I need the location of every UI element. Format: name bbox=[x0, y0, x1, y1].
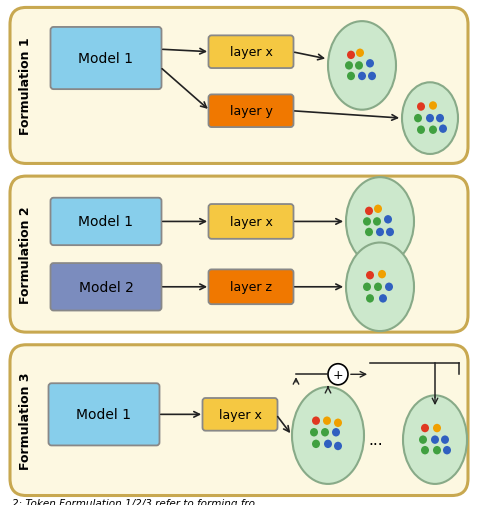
Circle shape bbox=[443, 446, 451, 454]
Circle shape bbox=[310, 428, 318, 437]
Circle shape bbox=[347, 73, 355, 81]
Circle shape bbox=[431, 435, 439, 444]
Circle shape bbox=[379, 294, 387, 303]
Circle shape bbox=[421, 424, 429, 432]
Text: layer z: layer z bbox=[230, 281, 272, 294]
Circle shape bbox=[373, 218, 381, 226]
Circle shape bbox=[334, 442, 342, 450]
Text: Formulation 3: Formulation 3 bbox=[20, 372, 33, 469]
Circle shape bbox=[356, 49, 364, 58]
Text: layer x: layer x bbox=[229, 46, 273, 59]
FancyBboxPatch shape bbox=[50, 28, 161, 90]
Ellipse shape bbox=[403, 395, 467, 484]
Circle shape bbox=[363, 283, 371, 291]
Text: Model 1: Model 1 bbox=[79, 52, 133, 66]
Circle shape bbox=[366, 271, 374, 280]
Circle shape bbox=[429, 102, 437, 111]
Circle shape bbox=[363, 218, 371, 226]
Ellipse shape bbox=[328, 22, 396, 111]
Circle shape bbox=[324, 440, 332, 448]
Circle shape bbox=[426, 115, 434, 123]
Circle shape bbox=[441, 435, 449, 444]
Circle shape bbox=[332, 428, 340, 437]
Circle shape bbox=[366, 60, 374, 68]
FancyBboxPatch shape bbox=[50, 264, 161, 311]
Text: Formulation 1: Formulation 1 bbox=[20, 37, 33, 135]
FancyBboxPatch shape bbox=[10, 9, 468, 164]
Text: layer x: layer x bbox=[229, 216, 273, 228]
Circle shape bbox=[374, 283, 382, 291]
Circle shape bbox=[334, 419, 342, 427]
Circle shape bbox=[355, 62, 363, 71]
Circle shape bbox=[323, 417, 331, 425]
Circle shape bbox=[417, 126, 425, 135]
Circle shape bbox=[384, 216, 392, 224]
Text: Model 1: Model 1 bbox=[76, 408, 132, 422]
Circle shape bbox=[378, 270, 386, 279]
Circle shape bbox=[345, 62, 353, 71]
Circle shape bbox=[385, 283, 393, 291]
Text: Formulation 2: Formulation 2 bbox=[20, 206, 33, 304]
Circle shape bbox=[365, 228, 373, 237]
Circle shape bbox=[429, 126, 437, 135]
Text: 2: Token Formulation 1/2/3 refer to forming fro...: 2: Token Formulation 1/2/3 refer to form… bbox=[12, 498, 265, 505]
Text: +: + bbox=[333, 368, 343, 381]
Text: layer x: layer x bbox=[218, 408, 262, 421]
Text: ...: ... bbox=[368, 432, 383, 447]
Circle shape bbox=[358, 73, 366, 81]
Circle shape bbox=[328, 364, 348, 385]
Circle shape bbox=[436, 115, 444, 123]
Circle shape bbox=[366, 294, 374, 303]
Circle shape bbox=[312, 417, 320, 425]
Circle shape bbox=[321, 428, 329, 437]
Circle shape bbox=[368, 73, 376, 81]
Circle shape bbox=[386, 228, 394, 237]
Circle shape bbox=[376, 228, 384, 237]
FancyBboxPatch shape bbox=[203, 398, 277, 431]
FancyBboxPatch shape bbox=[48, 383, 159, 445]
Circle shape bbox=[433, 424, 441, 432]
Circle shape bbox=[439, 125, 447, 134]
Circle shape bbox=[374, 205, 382, 214]
FancyBboxPatch shape bbox=[208, 270, 293, 305]
Ellipse shape bbox=[402, 83, 458, 155]
Circle shape bbox=[417, 103, 425, 112]
FancyBboxPatch shape bbox=[10, 177, 468, 332]
Ellipse shape bbox=[346, 178, 414, 266]
FancyBboxPatch shape bbox=[208, 95, 293, 128]
Circle shape bbox=[419, 435, 427, 444]
Circle shape bbox=[312, 440, 320, 448]
FancyBboxPatch shape bbox=[208, 205, 293, 239]
Circle shape bbox=[365, 207, 373, 216]
Circle shape bbox=[347, 52, 355, 60]
Circle shape bbox=[433, 446, 441, 454]
Text: Model 1: Model 1 bbox=[79, 215, 133, 229]
Ellipse shape bbox=[346, 243, 414, 331]
FancyBboxPatch shape bbox=[50, 198, 161, 245]
FancyBboxPatch shape bbox=[208, 36, 293, 69]
Circle shape bbox=[414, 115, 422, 123]
Circle shape bbox=[421, 446, 429, 454]
FancyBboxPatch shape bbox=[10, 345, 468, 495]
Text: layer y: layer y bbox=[229, 105, 273, 118]
Ellipse shape bbox=[292, 387, 364, 484]
Text: Model 2: Model 2 bbox=[79, 280, 133, 294]
